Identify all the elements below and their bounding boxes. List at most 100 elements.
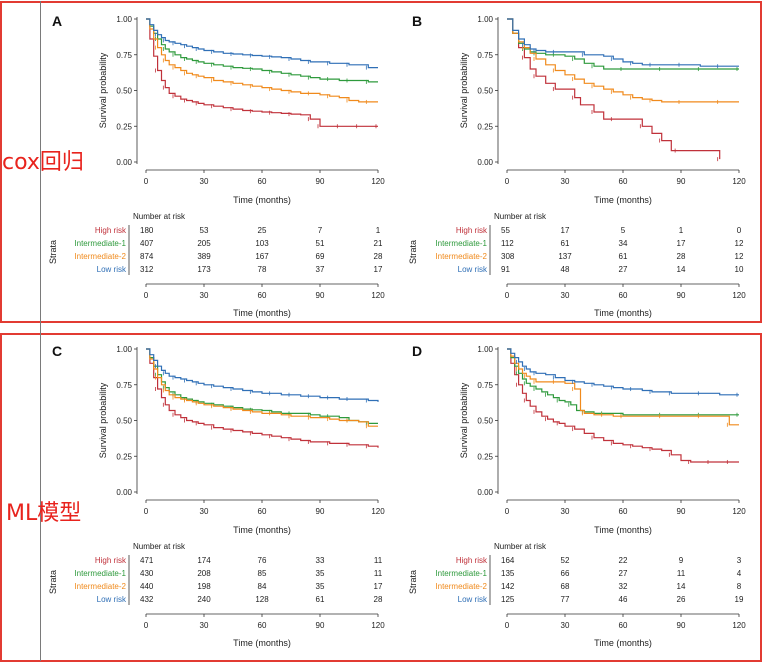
risk-count: 61 bbox=[561, 239, 570, 248]
panel-b: B0.000.250.500.751.000 30 60 90 120Survival … bbox=[408, 13, 746, 318]
y-tick-label: 1.00 bbox=[477, 15, 493, 24]
ml-group-frame bbox=[0, 333, 762, 662]
y-tick-label: 0.50 bbox=[116, 87, 132, 96]
risk-count: 17 bbox=[374, 582, 383, 591]
y-tick-label: 0.25 bbox=[116, 452, 132, 461]
panel-letter: B bbox=[412, 13, 422, 29]
x-tick-label: 120 bbox=[732, 507, 746, 516]
risk-count: 389 bbox=[197, 252, 211, 261]
x-tick-label: 120 bbox=[371, 177, 385, 186]
strata-label: Strata bbox=[48, 570, 58, 594]
risk-count: 12 bbox=[735, 239, 744, 248]
risk-count: 76 bbox=[258, 556, 267, 565]
y-tick-label: 1.00 bbox=[477, 345, 493, 354]
risk-x-axis-label: Time (months) bbox=[594, 308, 652, 318]
risk-x-tick-label: 30 bbox=[200, 291, 209, 300]
risk-table-row-label: Intermediate-2 bbox=[435, 252, 487, 261]
y-axis-label: Survival probability bbox=[98, 382, 108, 458]
km-curve-high-risk bbox=[146, 348, 379, 448]
risk-count: 14 bbox=[677, 582, 686, 591]
x-axis-label: Time (months) bbox=[233, 525, 291, 535]
risk-x-tick-label: 0 bbox=[144, 621, 149, 630]
risk-table-title: Number at risk bbox=[133, 542, 186, 551]
risk-count: 10 bbox=[735, 265, 744, 274]
risk-x-tick-label: 90 bbox=[677, 291, 686, 300]
risk-table-row-label: High risk bbox=[95, 556, 127, 565]
risk-table-row-label: High risk bbox=[456, 556, 488, 565]
risk-count: 78 bbox=[258, 265, 267, 274]
x-axis-label: Time (months) bbox=[594, 525, 652, 535]
risk-count: 407 bbox=[140, 239, 154, 248]
km-curve-intermediate-2 bbox=[507, 348, 739, 426]
km-curve-low-risk bbox=[146, 18, 378, 69]
risk-count: 51 bbox=[316, 239, 325, 248]
risk-count: 103 bbox=[255, 239, 269, 248]
km-curve-intermediate-2 bbox=[507, 18, 739, 103]
risk-x-tick-label: 90 bbox=[677, 621, 686, 630]
risk-x-tick-label: 60 bbox=[258, 291, 267, 300]
risk-x-tick-label: 60 bbox=[619, 621, 628, 630]
km-curve-low-risk bbox=[146, 348, 379, 402]
risk-count: 137 bbox=[558, 252, 572, 261]
risk-count: 240 bbox=[197, 595, 211, 604]
x-tick-label: 90 bbox=[677, 507, 686, 516]
risk-count: 28 bbox=[677, 252, 686, 261]
strata-label: Strata bbox=[408, 240, 418, 264]
y-tick-label: 0.25 bbox=[116, 122, 132, 131]
risk-count: 198 bbox=[197, 582, 211, 591]
risk-count: 440 bbox=[140, 582, 154, 591]
x-tick-label: 30 bbox=[200, 177, 209, 186]
panel-letter: C bbox=[52, 343, 62, 359]
x-tick-label: 60 bbox=[619, 177, 628, 186]
risk-count: 1 bbox=[376, 226, 381, 235]
x-tick-label: 60 bbox=[258, 177, 267, 186]
risk-table-row-label: Intermediate-2 bbox=[435, 582, 487, 591]
risk-table-row-label: High risk bbox=[95, 226, 127, 235]
risk-count: 19 bbox=[735, 595, 744, 604]
y-tick-label: 0.75 bbox=[477, 51, 493, 60]
y-axis-label: Survival probability bbox=[459, 52, 469, 128]
risk-count: 27 bbox=[619, 569, 628, 578]
risk-count: 135 bbox=[501, 569, 515, 578]
risk-count: 61 bbox=[619, 252, 628, 261]
risk-table-row-label: Intermediate-1 bbox=[74, 569, 126, 578]
risk-table-title: Number at risk bbox=[133, 212, 186, 221]
km-curve-intermediate-1 bbox=[146, 18, 378, 83]
risk-table-row-label: Intermediate-2 bbox=[74, 582, 126, 591]
strata-label: Strata bbox=[48, 240, 58, 264]
risk-count: 66 bbox=[561, 569, 570, 578]
y-axis-label: Survival probability bbox=[459, 382, 469, 458]
x-tick-label: 60 bbox=[619, 507, 628, 516]
risk-count: 208 bbox=[197, 569, 211, 578]
km-curve-high-risk bbox=[507, 18, 721, 160]
risk-count: 28 bbox=[374, 595, 383, 604]
y-axis-label: Survival probability bbox=[98, 52, 108, 128]
risk-x-tick-label: 60 bbox=[258, 621, 267, 630]
risk-count: 48 bbox=[561, 265, 570, 274]
y-tick-label: 0.25 bbox=[477, 122, 493, 131]
risk-count: 37 bbox=[316, 265, 325, 274]
risk-count: 28 bbox=[374, 252, 383, 261]
risk-x-tick-label: 0 bbox=[505, 291, 510, 300]
risk-count: 874 bbox=[140, 252, 154, 261]
risk-table-row-label: Low risk bbox=[458, 265, 488, 274]
risk-count: 308 bbox=[501, 252, 515, 261]
risk-count: 35 bbox=[316, 569, 325, 578]
cox-group-label: cox回归 bbox=[2, 150, 84, 175]
y-tick-label: 0.75 bbox=[116, 381, 132, 390]
risk-x-tick-label: 30 bbox=[200, 621, 209, 630]
x-tick-label: 90 bbox=[316, 507, 325, 516]
panel-letter: D bbox=[412, 343, 422, 359]
panel-letter: A bbox=[52, 13, 62, 29]
risk-count: 26 bbox=[677, 595, 686, 604]
x-tick-label: 0 bbox=[505, 177, 510, 186]
x-tick-label: 30 bbox=[200, 507, 209, 516]
risk-count: 312 bbox=[140, 265, 154, 274]
risk-count: 4 bbox=[737, 569, 742, 578]
panel-c: C 0.00 0.25 0.50 0.75 1.00 0 30 60 90 120 Survival … bbox=[48, 343, 385, 648]
risk-count: 34 bbox=[619, 239, 628, 248]
y-tick-label: 0.75 bbox=[116, 51, 132, 60]
x-tick-label: 30 bbox=[561, 507, 570, 516]
risk-count: 46 bbox=[619, 595, 628, 604]
